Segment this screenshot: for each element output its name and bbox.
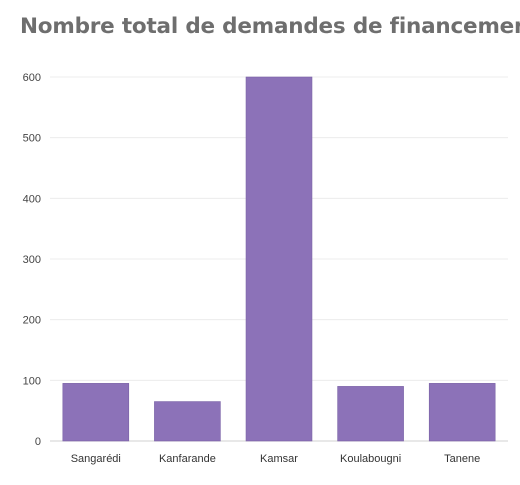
y-tick-label: 300 <box>23 254 41 266</box>
bar <box>62 383 130 442</box>
x-tick-label: Kanfarande <box>159 453 216 465</box>
y-axis-ticks: 0 100 200 300 400 500 600 <box>23 72 41 448</box>
bar <box>428 383 496 442</box>
y-tick-label: 100 <box>23 375 41 387</box>
y-tick-label: 0 <box>35 436 41 448</box>
x-axis-ticks: Sangarédi Kanfarande Kamsar Koulabougni Tane… <box>71 453 481 465</box>
bars <box>62 76 496 442</box>
y-tick-label: 600 <box>23 72 41 84</box>
bar <box>154 401 221 442</box>
bar <box>245 76 313 442</box>
y-tick-label: 200 <box>23 315 41 327</box>
bar <box>337 386 404 442</box>
x-tick-label: Kamsar <box>260 453 298 465</box>
x-tick-label: Sangarédi <box>71 453 121 465</box>
y-tick-label: 400 <box>23 193 41 205</box>
x-tick-label: Koulabougni <box>340 453 401 465</box>
x-tick-label: Tanene <box>444 453 480 465</box>
y-tick-label: 500 <box>23 133 41 145</box>
chart-title: Nombre total de demandes de financement <box>20 14 520 39</box>
